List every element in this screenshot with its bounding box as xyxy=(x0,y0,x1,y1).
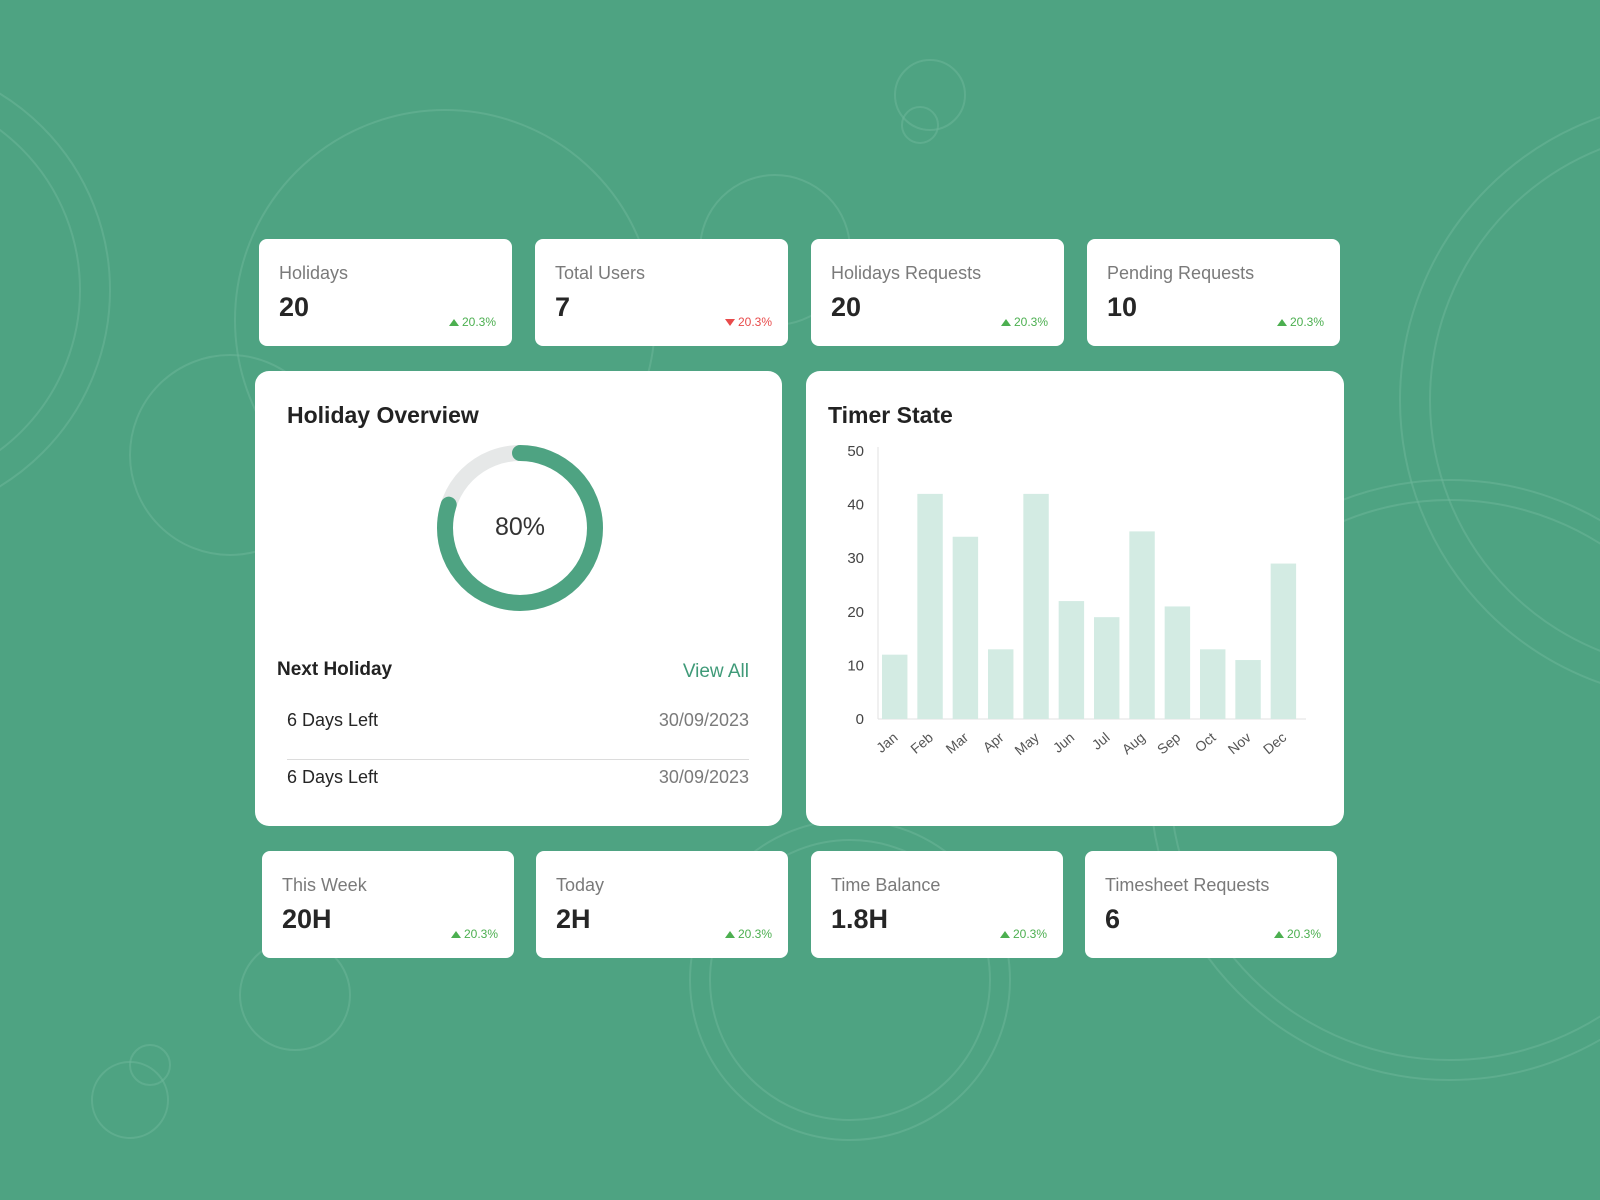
y-tick-label: 30 xyxy=(847,550,864,567)
stat-value: 2H xyxy=(556,904,591,934)
trend-indicator: 20.3% xyxy=(1273,927,1321,941)
trend-up-icon xyxy=(999,930,1010,938)
stat-label: Total Users xyxy=(555,263,646,283)
trend-value: 20.3% xyxy=(1013,315,1048,329)
timer-state-panel: Timer State 0 10 20 30 40 50 Jan Feb Mar Apr May Ju… xyxy=(806,371,1344,826)
x-tick-label: Jun xyxy=(1050,729,1078,756)
timer-state-bar-chart: 0 10 20 30 40 50 Jan Feb Mar Apr May Jun Jul Aug Sep Oc… xyxy=(847,443,1306,758)
stat-card-timesheet-requests[interactable]: Timesheet Requests 6 20.3% xyxy=(1085,851,1337,958)
stat-value: 1.8H xyxy=(831,904,889,934)
x-tick-label: Jul xyxy=(1089,729,1113,753)
bar-dec xyxy=(1270,563,1297,719)
stat-card-total-users[interactable]: Total Users 7 20.3% xyxy=(535,239,788,346)
bar-may xyxy=(1023,493,1049,719)
panel-title: Timer State xyxy=(828,402,953,428)
stat-label: Timesheet Requests xyxy=(1105,875,1270,895)
trend-value: 20.3% xyxy=(1289,315,1324,329)
divider xyxy=(287,759,749,760)
stat-label: Pending Requests xyxy=(1107,263,1255,283)
trend-value: 20.3% xyxy=(737,315,772,329)
stat-card-holidays[interactable]: Holidays 20 20.3% xyxy=(259,239,512,346)
y-tick-label: 10 xyxy=(847,657,864,674)
x-tick-label: Apr xyxy=(980,729,1007,755)
trend-up-icon xyxy=(724,930,735,938)
trend-up-icon xyxy=(1000,318,1011,326)
trend-up-icon xyxy=(450,930,461,938)
stat-value: 10 xyxy=(1107,292,1138,322)
trend-down-icon xyxy=(724,318,735,326)
bar-jan xyxy=(882,654,908,719)
bar-oct xyxy=(1200,649,1226,719)
x-tick-label: Oct xyxy=(1192,729,1219,755)
holiday-date: 30/09/2023 xyxy=(658,710,749,730)
trend-value: 20.3% xyxy=(737,927,772,941)
x-tick-label: Feb xyxy=(907,729,936,757)
list-item[interactable]: 6 Days Left 30/09/2023 xyxy=(287,750,749,806)
trend-value: 20.3% xyxy=(1012,927,1047,941)
holiday-date: 30/09/2023 xyxy=(658,767,749,787)
stat-card-today[interactable]: Today 2H 20.3% xyxy=(536,851,788,958)
stat-card-time-balance[interactable]: Time Balance 1.8H 20.3% xyxy=(811,851,1063,958)
x-tick-label: Nov xyxy=(1225,729,1254,757)
y-tick-label: 0 xyxy=(856,711,864,728)
trend-indicator: 20.3% xyxy=(999,927,1047,941)
bar-feb xyxy=(917,493,943,719)
x-tick-label: Jan xyxy=(873,729,901,756)
trend-indicator: 20.3% xyxy=(450,927,498,941)
holiday-overview-panel: Holiday Overview 80% Next Holiday View A… xyxy=(255,371,782,826)
bar-apr xyxy=(988,649,1014,719)
stat-value: 20H xyxy=(282,904,332,934)
list-item[interactable]: 6 Days Left 30/09/2023 xyxy=(287,693,749,749)
days-left: 6 Days Left xyxy=(287,710,379,730)
y-tick-label: 20 xyxy=(847,604,864,621)
trend-value: 20.3% xyxy=(461,315,496,329)
stat-value: 20 xyxy=(279,292,310,322)
x-tick-label: Sep xyxy=(1154,729,1184,757)
view-all-link[interactable]: View All xyxy=(682,661,749,682)
y-tick-label: 40 xyxy=(847,497,864,514)
stat-label: Holidays Requests xyxy=(831,263,982,283)
bar-nov xyxy=(1235,660,1261,719)
stat-label: Holidays xyxy=(279,263,349,283)
x-tick-label: Dec xyxy=(1260,729,1289,757)
trend-indicator: 20.3% xyxy=(724,927,772,941)
next-holiday-title: Next Holiday xyxy=(277,659,393,680)
trend-up-icon xyxy=(1273,930,1284,938)
trend-value: 20.3% xyxy=(463,927,498,941)
holiday-progress-donut xyxy=(437,445,603,611)
donut-percent-label: 80% xyxy=(494,513,546,541)
x-tick-label: Aug xyxy=(1119,729,1148,757)
donut-progress-arc xyxy=(437,445,603,611)
trend-indicator: 20.3% xyxy=(1276,315,1324,329)
stat-card-holidays-requests[interactable]: Holidays Requests 20 20.3% xyxy=(811,239,1064,346)
stat-card-pending-requests[interactable]: Pending Requests 10 20.3% xyxy=(1087,239,1340,346)
stat-label: Time Balance xyxy=(831,875,941,895)
stat-label: This Week xyxy=(282,875,367,895)
trend-indicator: 20.3% xyxy=(724,315,772,329)
x-tick-label: Mar xyxy=(943,729,972,757)
bar-aug xyxy=(1129,531,1155,719)
bar-jun xyxy=(1058,601,1085,719)
panel-title: Holiday Overview xyxy=(287,402,479,428)
y-tick-label: 50 xyxy=(847,443,864,460)
trend-indicator: 20.3% xyxy=(448,315,496,329)
trend-up-icon xyxy=(1276,318,1287,326)
x-tick-label: May xyxy=(1011,729,1042,758)
trend-indicator: 20.3% xyxy=(1000,315,1048,329)
stat-value: 20 xyxy=(831,292,862,322)
stat-value: 7 xyxy=(555,292,571,322)
stat-label: Today xyxy=(556,875,605,895)
bar-mar xyxy=(952,536,979,719)
bar-sep xyxy=(1164,606,1191,719)
trend-value: 20.3% xyxy=(1286,927,1321,941)
stat-value: 6 xyxy=(1105,904,1121,934)
trend-up-icon xyxy=(448,318,459,326)
stat-card-this-week[interactable]: This Week 20H 20.3% xyxy=(262,851,514,958)
days-left: 6 Days Left xyxy=(287,767,379,787)
bar-jul xyxy=(1094,617,1120,719)
